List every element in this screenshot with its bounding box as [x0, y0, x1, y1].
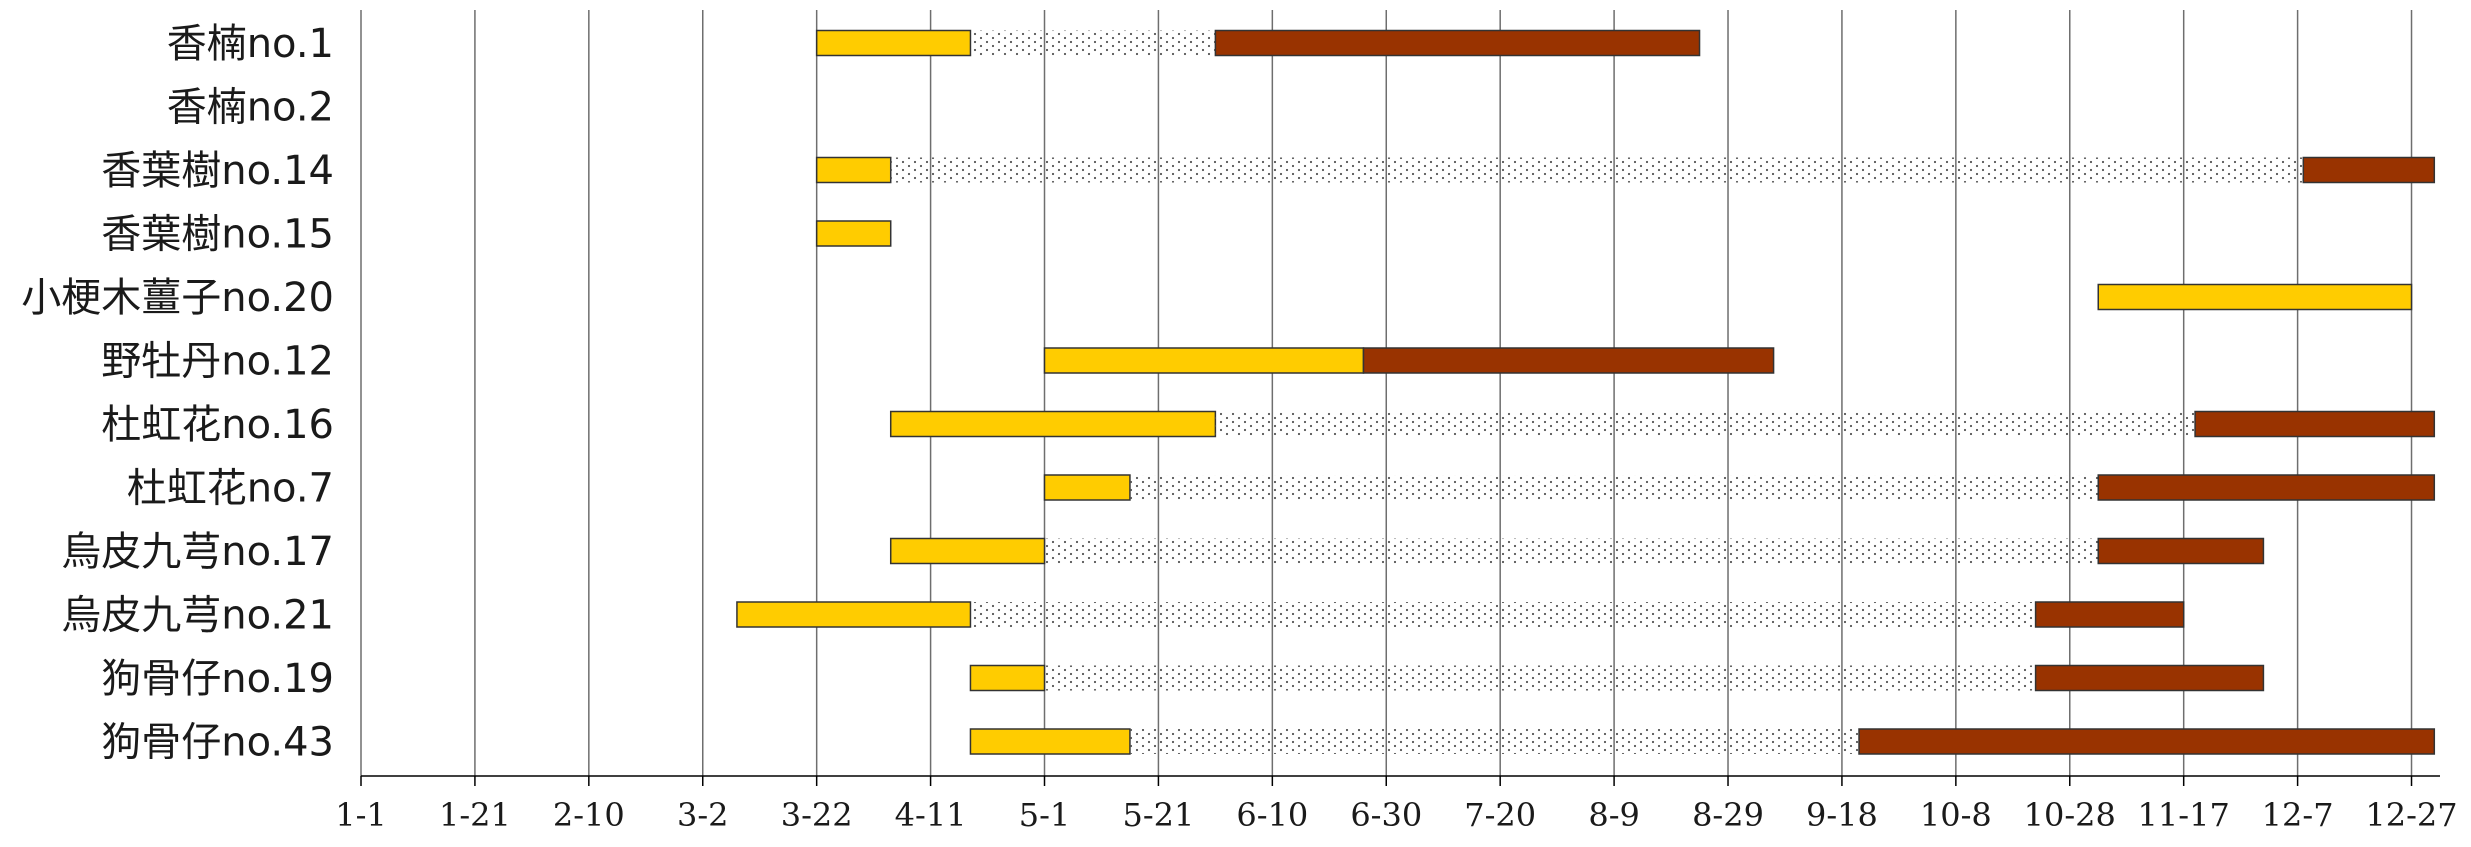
gridlines	[360, 10, 2413, 776]
row-labels: 香楠no.1 香楠no.2 香葉樹no.14 香葉樹no.15 小梗木薑子no.20 野牡…	[21, 21, 334, 766]
row-label: 杜虹花no.7	[127, 466, 334, 512]
dormant-segment	[1044, 538, 2099, 564]
row-label: 杜虹花no.16	[101, 402, 334, 448]
yellow-bar	[736, 601, 972, 628]
row-label: 狗骨仔no.43	[101, 720, 334, 766]
yellow-bar	[969, 728, 1131, 755]
dormant-segment	[1044, 665, 2036, 691]
brown-bar	[2097, 474, 2436, 501]
x-tick-label: 6-30	[1350, 796, 1422, 834]
x-axis: 1-1 1-21 2-10 3-2 3-22 4-11 5-1 5-21 6-10 6-30 7-2…	[335, 775, 2458, 834]
row-label: 烏皮九芎no.21	[61, 593, 334, 639]
x-tick-label: 1-1	[335, 796, 387, 834]
x-tick-label: 3-2	[677, 796, 729, 834]
yellow-bar	[815, 220, 892, 247]
x-tick-label: 4-11	[895, 796, 967, 834]
yellow-bar	[889, 537, 1046, 565]
brown-bar	[1214, 29, 1701, 57]
row-label: 烏皮九芎no.17	[61, 529, 334, 575]
row-label: 香楠no.1	[167, 21, 334, 67]
yellow-bar	[1043, 474, 1131, 501]
x-tick-label: 7-20	[1464, 796, 1536, 834]
bars	[736, 29, 2436, 755]
x-tick-label: 10-8	[1920, 796, 1992, 834]
dormant-segment	[1129, 729, 1860, 754]
x-tick-label: 12-27	[2365, 796, 2457, 834]
row-label: 小梗木薑子no.20	[21, 275, 334, 321]
row-label: 狗骨仔no.19	[101, 656, 334, 702]
yellow-bar	[889, 410, 1217, 438]
x-tick-label: 11-17	[2138, 796, 2230, 834]
brown-bar	[1858, 728, 2436, 755]
brown-bar	[2194, 410, 2436, 438]
yellow-bar	[1043, 347, 1365, 374]
dormant-segment	[890, 157, 2304, 183]
x-tick-label: 12-7	[2262, 796, 2334, 834]
x-tick-label: 1-21	[439, 796, 511, 834]
x-tick-label: 8-29	[1692, 796, 1764, 834]
dormant-segment	[1215, 411, 2196, 437]
dormant-segment	[1129, 475, 2099, 500]
yellow-bar	[969, 664, 1046, 692]
dormant-segment	[970, 602, 2036, 627]
x-tick-label: 5-21	[1122, 796, 1194, 834]
yellow-bar	[2097, 283, 2413, 311]
row-label: 野牡丹no.12	[101, 339, 334, 385]
x-tick-label: 9-18	[1806, 796, 1878, 834]
brown-bar	[2097, 537, 2265, 565]
brown-bar	[2034, 664, 2265, 692]
brown-bar	[2302, 156, 2436, 184]
brown-bar	[1362, 347, 1775, 374]
x-tick-label: 2-10	[553, 796, 625, 834]
brown-bar	[2034, 601, 2185, 628]
dormant-segment	[970, 30, 1216, 56]
row-label: 香葉樹no.15	[101, 212, 334, 258]
x-tick-label: 10-28	[2024, 796, 2116, 834]
x-tick-label: 3-22	[781, 796, 853, 834]
x-tick-label: 8-9	[1588, 796, 1640, 834]
yellow-bar	[815, 29, 972, 57]
row-label: 香楠no.2	[167, 85, 334, 131]
x-tick-label: 5-1	[1019, 796, 1071, 834]
yellow-bar	[815, 156, 892, 184]
x-tick-label: 6-10	[1236, 796, 1308, 834]
row-label: 香葉樹no.14	[101, 148, 334, 194]
